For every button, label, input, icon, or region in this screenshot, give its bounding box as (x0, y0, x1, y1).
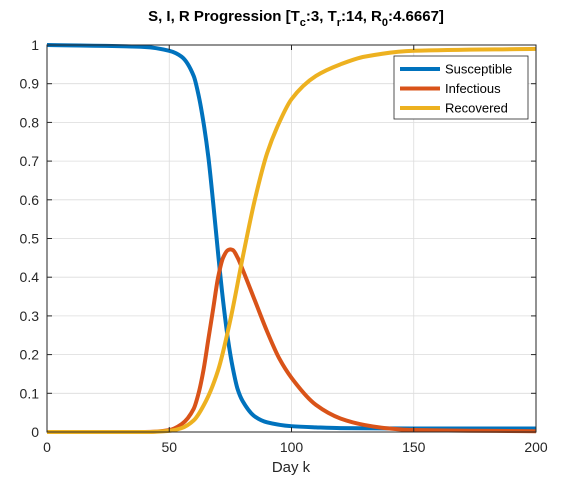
x-tick-label: 150 (402, 439, 426, 455)
series-line-infectious (46, 247, 537, 435)
legend: Susceptible Infectious Recovered (393, 55, 529, 120)
x-axis-label: Day k (272, 459, 311, 476)
y-tick-label: 0.3 (20, 308, 40, 324)
y-tick-label: 0.2 (20, 347, 40, 363)
y-tick-label: 0.4 (20, 269, 40, 285)
y-tick-label: 0.7 (20, 153, 40, 169)
series-line-recovered (46, 46, 537, 435)
x-tick-label: 100 (280, 439, 304, 455)
y-tick-label: 0.5 (20, 231, 40, 247)
chart-title: S, I, R Progression [Tc:3, Tr:14, R0:4.6… (148, 8, 444, 29)
legend-label-infectious: Infectious (445, 81, 501, 96)
y-tick-label: 0.9 (20, 76, 40, 92)
x-tick-label: 0 (43, 439, 51, 455)
y-tick-label: 0 (31, 424, 39, 440)
series-line-susceptible (46, 43, 536, 431)
grid (46, 44, 537, 433)
y-tick-label: 0.6 (20, 192, 40, 208)
x-tick-label: 50 (161, 439, 177, 455)
ticks (46, 44, 537, 433)
y-tick-label: 1 (31, 37, 39, 53)
y-tick-label: 0.8 (20, 114, 40, 130)
legend-label-susceptible: Susceptible (445, 62, 512, 77)
x-tick-label: 200 (524, 439, 548, 455)
tick-labels: 0 50 100 150 200 0 0.1 0.2 0.3 0.4 0.5 0.6 0.7 0.8 0.9… (20, 37, 548, 455)
y-tick-label: 0.1 (20, 385, 40, 401)
legend-label-recovered: Recovered (445, 101, 508, 116)
series-group (46, 43, 537, 435)
